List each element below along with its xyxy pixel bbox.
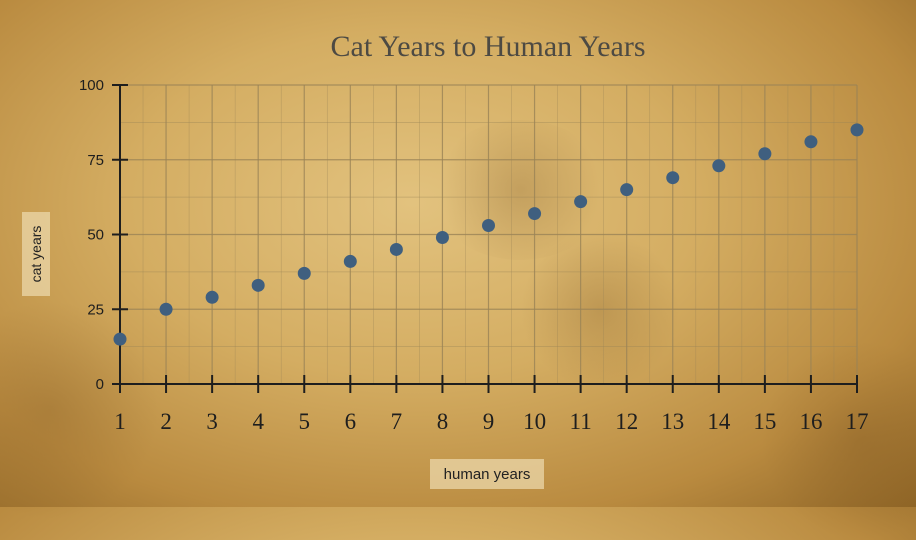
data-points: [113, 123, 864, 346]
x-tick-label: 17: [846, 409, 869, 434]
data-point: [205, 290, 219, 304]
y-axis-label: cat years: [28, 225, 44, 283]
x-tick-label: 5: [299, 409, 311, 434]
data-point: [113, 332, 127, 346]
x-tick-label: 6: [345, 409, 357, 434]
x-tick-label: 7: [391, 409, 403, 434]
x-tick-label: 13: [661, 409, 684, 434]
y-tick-label: 50: [87, 227, 104, 244]
data-point: [712, 159, 726, 173]
y-tick-label: 75: [87, 152, 104, 169]
x-tick-label: 16: [799, 409, 822, 434]
x-tick-label: 9: [483, 409, 495, 434]
data-point: [620, 183, 634, 197]
x-tick-label: 15: [753, 409, 776, 434]
y-axis-label-background: [22, 212, 50, 296]
data-point: [159, 302, 173, 316]
y-tick-label: 0: [96, 376, 104, 393]
data-point: [435, 230, 449, 244]
x-tick-label: 12: [615, 409, 638, 434]
data-point: [528, 207, 542, 221]
x-tick-label: 1: [114, 409, 126, 434]
data-point: [297, 266, 311, 280]
x-tick-label: 8: [437, 409, 449, 434]
data-point: [574, 195, 588, 209]
data-point: [666, 171, 680, 185]
y-tick-label: 25: [87, 301, 104, 318]
data-point: [251, 278, 265, 292]
x-tick-label: 3: [206, 409, 218, 434]
data-point: [482, 219, 495, 233]
data-point: [389, 242, 403, 256]
x-tick-label: 11: [570, 409, 592, 434]
x-tick-label: 10: [523, 409, 546, 434]
data-point: [343, 254, 357, 268]
data-point: [804, 135, 818, 149]
x-tick-label: 4: [252, 409, 264, 434]
x-axis-label: human years: [430, 459, 544, 489]
grid: [119, 84, 858, 385]
data-point: [758, 147, 772, 161]
chart-title: Cat Years to Human Years: [330, 30, 646, 63]
x-tick-label: 14: [707, 409, 731, 434]
x-tick-label: 2: [160, 409, 172, 434]
data-point: [850, 123, 864, 137]
y-tick-label: 100: [79, 77, 104, 94]
